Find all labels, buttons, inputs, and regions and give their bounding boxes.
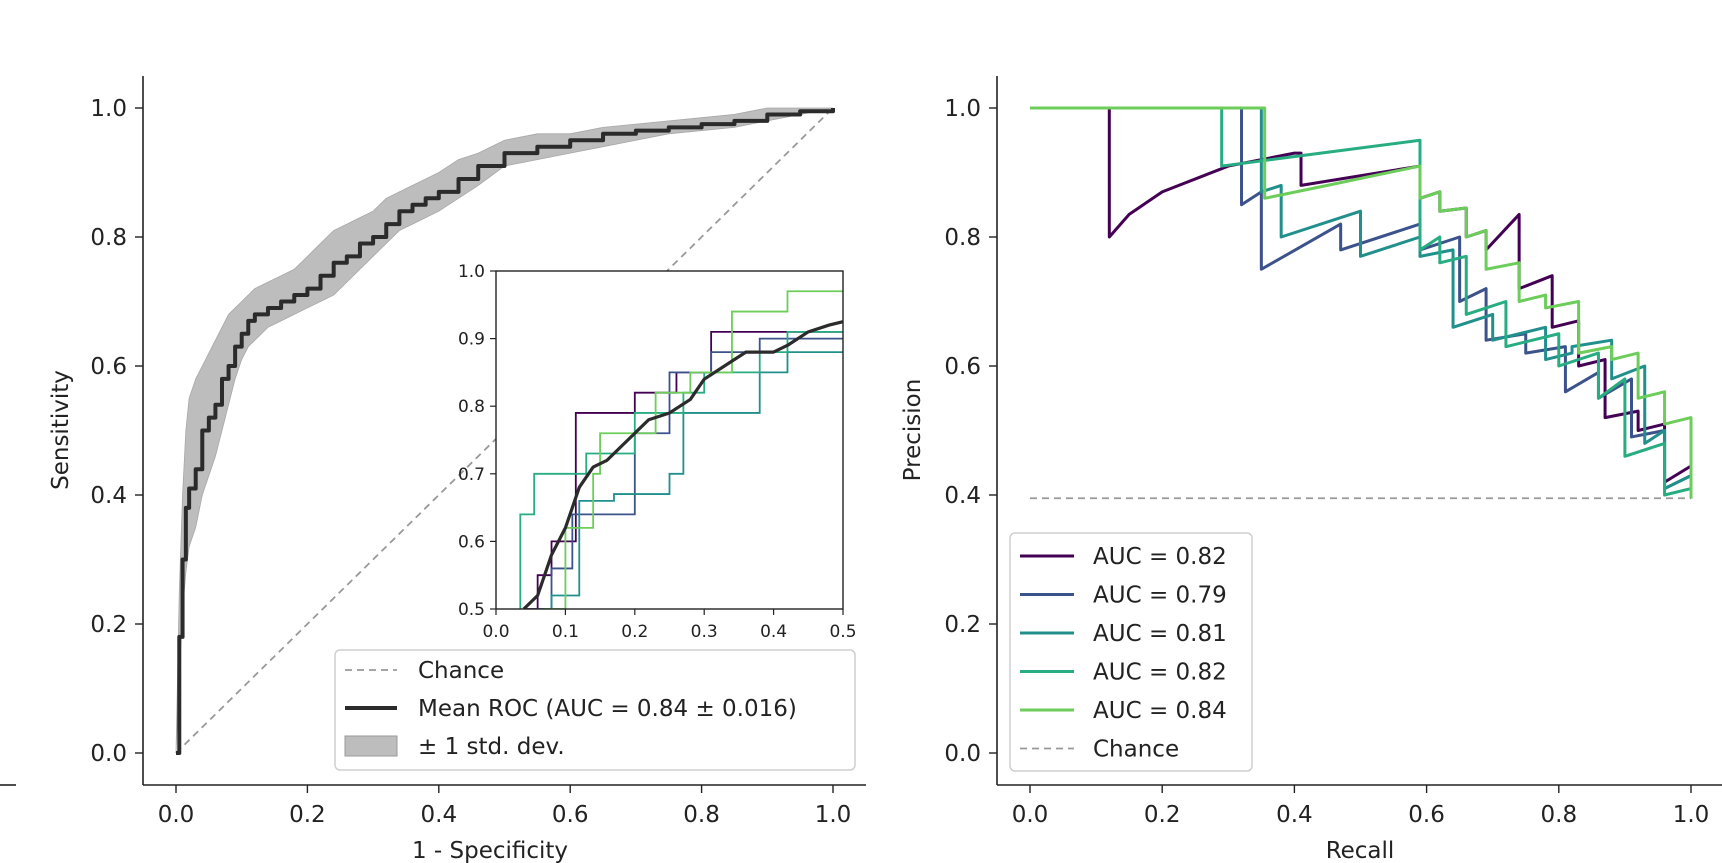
pr-y-axis-title: Precision bbox=[900, 379, 926, 482]
roc-mean-layer bbox=[176, 108, 835, 755]
pr-legend-label-1: AUC = 0.82 bbox=[1093, 544, 1227, 570]
inset-fold-line-5 bbox=[544, 290, 843, 609]
roc-x-tick-label: 0.8 bbox=[683, 802, 720, 828]
pr-axes: 0.0 0.2 0.4 0.6 0.8 1.0 0.0 0.2 0.4 0.6 0.8 1.0 bbox=[944, 76, 1722, 828]
roc-legend-band-swatch bbox=[344, 735, 398, 757]
inset-y-tick-label: 0.6 bbox=[458, 532, 485, 552]
pr-y-tick-label: 0.6 bbox=[944, 354, 981, 380]
roc-x-tick-label: 1.0 bbox=[815, 802, 852, 828]
roc-y-tick-label: 0.2 bbox=[90, 612, 127, 638]
pr-x-tick-label: 0.0 bbox=[1012, 802, 1049, 828]
inset-x-tick-label: 0.5 bbox=[829, 622, 856, 642]
pr-x-tick-label: 0.2 bbox=[1144, 802, 1181, 828]
pr-series-line-3 bbox=[1030, 106, 1693, 499]
inset-frame bbox=[495, 270, 844, 610]
pr-series-line-2 bbox=[1030, 106, 1693, 499]
pr-panel: 0.0 0.2 0.4 0.6 0.8 1.0 0.0 0.2 0.4 0.6 0.8 1.0 Rec… bbox=[900, 76, 1722, 863]
inset-mean-line bbox=[522, 320, 843, 609]
roc-legend: Chance Mean ROC (AUC = 0.84 ± 0.016) ± 1… bbox=[334, 649, 856, 771]
pr-x-axis-title: Recall bbox=[1326, 838, 1395, 863]
roc-mean-line bbox=[176, 108, 835, 755]
inset-x-tick-label: 0.1 bbox=[552, 622, 579, 642]
inset-frame-bg bbox=[496, 271, 843, 609]
pr-x-tick-label: 0.6 bbox=[1408, 802, 1445, 828]
pr-y-tick-label: 0.2 bbox=[944, 612, 981, 638]
pr-legend-label-2: AUC = 0.79 bbox=[1093, 583, 1227, 609]
pr-y-tick-label: 1.0 bbox=[944, 96, 981, 122]
inset-x-tick-label: 0.2 bbox=[621, 622, 648, 642]
inset-x-tick-label: 0.0 bbox=[482, 622, 509, 642]
pr-legend-chance-label: Chance bbox=[1093, 737, 1179, 763]
roc-y-tick-label: 0.6 bbox=[90, 354, 127, 380]
roc-legend-chance-label: Chance bbox=[418, 658, 504, 684]
pr-legend-label-4: AUC = 0.82 bbox=[1093, 660, 1227, 686]
inset-y-tick-label: 0.8 bbox=[458, 397, 485, 417]
pr-x-tick-label: 1.0 bbox=[1673, 802, 1710, 828]
roc-axes: 0.0 0.2 0.4 0.6 0.8 1.0 0.0 0.2 0.4 0.6 0.8 1.0 bbox=[90, 76, 866, 828]
pr-legend: AUC = 0.82 AUC = 0.79 AUC = 0.81 AUC = 0.82… bbox=[1009, 532, 1253, 772]
pr-series-line-1 bbox=[1030, 106, 1693, 499]
inset-x-tick-label: 0.4 bbox=[760, 622, 787, 642]
roc-y-tick-label: 0.0 bbox=[90, 741, 127, 767]
roc-x-tick-label: 0.2 bbox=[289, 802, 326, 828]
roc-panel: 0.0 0.2 0.4 0.6 0.8 1.0 0.0 0.2 0.4 0.6 0.8 1.0 1 -… bbox=[48, 76, 866, 863]
pr-legend-label-3: AUC = 0.81 bbox=[1093, 621, 1227, 647]
pr-series-line-5 bbox=[1030, 106, 1693, 499]
inset-fold-line-3 bbox=[550, 351, 843, 609]
inset-y-tick-label: 0.5 bbox=[458, 600, 485, 620]
inset-lines-layer bbox=[519, 290, 843, 609]
pr-legend-items: AUC = 0.82 AUC = 0.79 AUC = 0.81 AUC = 0.82… bbox=[1020, 544, 1227, 763]
roc-inset: 0.0 0.1 0.2 0.3 0.4 0.5 0.5 0.6 0.7 0.8 0.9 1.0 bbox=[458, 262, 857, 642]
inset-y-tick-label: 1.0 bbox=[458, 262, 485, 282]
roc-legend-band-label: ± 1 std. dev. bbox=[418, 734, 565, 760]
roc-x-tick-label: 0.0 bbox=[158, 802, 195, 828]
roc-y-tick-label: 0.4 bbox=[90, 483, 127, 509]
roc-legend-frame bbox=[334, 649, 856, 771]
roc-x-axis-title: 1 - Specificity bbox=[412, 838, 568, 863]
roc-x-tick-label: 0.6 bbox=[552, 802, 589, 828]
roc-y-axis-title: Sensitivity bbox=[48, 370, 74, 490]
pr-y-tick-label: 0.4 bbox=[944, 483, 981, 509]
roc-legend-mean-label: Mean ROC (AUC = 0.84 ± 0.016) bbox=[418, 696, 797, 722]
roc-y-tick-label: 1.0 bbox=[90, 96, 127, 122]
pr-legend-label-5: AUC = 0.84 bbox=[1093, 698, 1227, 724]
pr-series-line-4 bbox=[1030, 106, 1693, 499]
pr-y-tick-label: 0.0 bbox=[944, 741, 981, 767]
inset-x-tick-label: 0.3 bbox=[691, 622, 718, 642]
inset-ticks: 0.0 0.1 0.2 0.3 0.4 0.5 0.5 0.6 0.7 0.8 0.9 1.0 bbox=[458, 262, 857, 642]
pr-lines-layer bbox=[1030, 106, 1693, 499]
pr-x-tick-label: 0.8 bbox=[1541, 802, 1578, 828]
inset-y-tick-label: 0.7 bbox=[458, 465, 485, 485]
roc-y-tick-label: 0.8 bbox=[90, 225, 127, 251]
pr-x-tick-label: 0.4 bbox=[1276, 802, 1313, 828]
pr-y-tick-label: 0.8 bbox=[944, 225, 981, 251]
inset-y-tick-label: 0.9 bbox=[458, 330, 485, 350]
roc-x-tick-label: 0.4 bbox=[421, 802, 458, 828]
